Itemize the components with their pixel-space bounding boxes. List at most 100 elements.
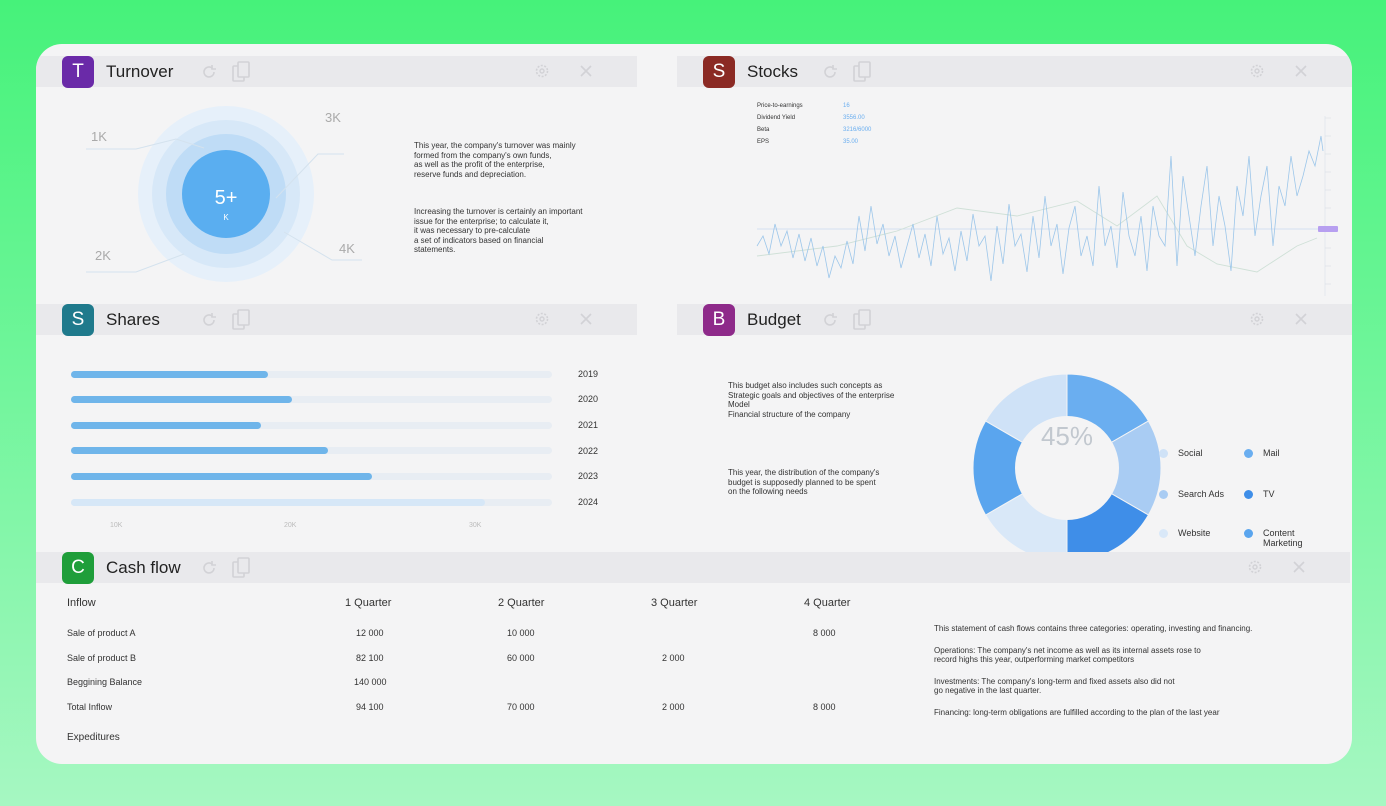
text-line: budget is supposedly planned to be spent (728, 477, 876, 487)
metric-row: EPS 35.00 (757, 139, 871, 151)
copy-icon[interactable] (851, 60, 873, 83)
legend-dot (1244, 529, 1253, 538)
text-line: Model (728, 400, 750, 409)
text-line: statements. (414, 245, 456, 254)
refresh-icon[interactable] (819, 61, 841, 83)
cell-q4: 8 000 (813, 628, 836, 638)
legend-dot (1159, 490, 1168, 499)
text-line: as well as the profit of the enterprise, (414, 160, 545, 169)
shares-axis-label: 30K (469, 522, 482, 529)
stocks-line-chart (756, 116, 1338, 296)
close-icon[interactable] (1288, 556, 1310, 578)
text-line: Investments: The company's long-term and… (934, 676, 1175, 686)
legend-item-social: Social (1159, 448, 1203, 458)
cashflow-header-q1: 1 Quarter (345, 597, 392, 609)
metric-value: 3556.00 (843, 115, 865, 121)
refresh-icon[interactable] (819, 309, 841, 331)
gear-icon[interactable] (531, 60, 553, 82)
budget-description-2: This year, the distribution of the compa… (728, 468, 928, 497)
refresh-icon[interactable] (198, 557, 220, 579)
shares-year: 2020 (578, 394, 599, 404)
text-line: formed from the company's own funds, (414, 150, 552, 160)
shares-bar-fill (71, 499, 485, 506)
metric-value: 35.00 (843, 139, 859, 145)
legend-item-website: Website (1159, 528, 1210, 538)
copy-icon[interactable] (230, 60, 252, 83)
close-icon[interactable] (1290, 60, 1312, 82)
shares-year: 2022 (578, 446, 599, 456)
shares-axis-label: 20K (284, 522, 297, 529)
cashflow-header-q4: 4 Quarter (804, 597, 851, 609)
row-label: Total Inflow (67, 702, 113, 712)
legend-label: Content Marketing (1263, 528, 1303, 548)
budget-header: B Budget (677, 303, 1352, 336)
text-line: Increasing the turnover is certainly an … (414, 207, 583, 216)
shares-panel: S Shares 2019 2020 2021 2022 2023 2024 1… (36, 303, 637, 554)
shares-bar-2019 (71, 371, 552, 378)
budget-title: Budget (747, 309, 801, 329)
metric-label: Dividend Yield (757, 115, 796, 121)
copy-icon[interactable] (230, 556, 252, 579)
gear-icon[interactable] (1246, 308, 1268, 330)
metric-row: Beta 3216/6000 (757, 127, 871, 139)
cell-q2: 60 000 (507, 653, 535, 663)
turnover-radial-graphic (86, 106, 362, 282)
budget-panel: B Budget This budget also includes such … (677, 303, 1352, 562)
text-line: issue for the enterprise; to calculate i… (414, 216, 549, 226)
refresh-icon[interactable] (198, 61, 220, 83)
cell-q2: 70 000 (507, 702, 535, 712)
legend-label: Social (1178, 448, 1203, 458)
text-line: reserve funds and depreciation. (414, 169, 527, 179)
legend-item-tv: TV (1244, 489, 1275, 499)
stocks-badge: S (703, 55, 735, 88)
metric-value: 16 (843, 103, 850, 109)
note-paragraph: Investments: The company's long-term and… (934, 677, 1334, 696)
close-icon[interactable] (575, 60, 597, 82)
metric-value: 3216/6000 (843, 127, 872, 133)
shares-year: 2019 (578, 369, 599, 379)
legend-dot (1159, 449, 1168, 458)
copy-icon[interactable] (851, 308, 873, 331)
cell-q1: 12 000 (356, 628, 384, 638)
gear-icon[interactable] (1244, 556, 1266, 578)
close-icon[interactable] (575, 308, 597, 330)
stocks-title: Stocks (747, 61, 799, 81)
dashboard-frame: T Turnover 5+ K 1K 3K 2K 4K This year, t… (36, 44, 1352, 764)
shares-bar-fill (71, 473, 372, 480)
cell-q1: 140 000 (354, 677, 387, 687)
text-line: This budget also includes such concepts … (728, 381, 883, 390)
cashflow-badge: C (62, 551, 94, 584)
text-line: go negative in the last quarter. (934, 686, 1042, 695)
gear-icon[interactable] (1246, 60, 1268, 82)
text-line: This year, the company's turnover was ma… (414, 141, 576, 150)
metric-row: Price-to-earnings 16 (757, 103, 871, 115)
close-icon[interactable] (1290, 308, 1312, 330)
legend-label: Search Ads (1178, 489, 1225, 499)
turnover-label-3k: 3K (325, 110, 341, 125)
expenditures-label: Expeditures (67, 732, 120, 743)
turnover-label-2k: 2K (95, 248, 111, 263)
cashflow-header-q2: 2 Quarter (498, 597, 545, 609)
refresh-icon[interactable] (198, 309, 220, 331)
copy-icon[interactable] (230, 308, 252, 331)
text-line: Financial structure of the company (728, 409, 851, 419)
cashflow-header: C Cash flow (36, 551, 1350, 584)
metric-label: Price-to-earnings (757, 103, 803, 109)
turnover-header: T Turnover (36, 55, 637, 88)
gear-icon[interactable] (531, 308, 553, 330)
turnover-description-2: Increasing the turnover is certainly an … (414, 207, 624, 255)
stocks-metrics: Price-to-earnings 16 Dividend Yield 3556.0… (757, 103, 871, 151)
text-line: Financing: long-term obligations are ful… (934, 707, 1220, 717)
cell-q1: 82 100 (356, 653, 384, 663)
turnover-title: Turnover (106, 61, 174, 81)
stocks-header: S Stocks (677, 55, 1352, 88)
row-label: Beggining Balance (67, 677, 143, 687)
text-line: Operations: The company's net income as … (934, 645, 1201, 655)
cell-q1: 94 100 (356, 702, 384, 712)
legend-dot (1159, 529, 1168, 538)
legend-dot (1244, 449, 1253, 458)
budget-donut-chart (973, 374, 1161, 562)
shares-header: S Shares (36, 303, 637, 336)
shares-bar-2021 (71, 422, 552, 429)
shares-bar-fill (71, 371, 269, 378)
